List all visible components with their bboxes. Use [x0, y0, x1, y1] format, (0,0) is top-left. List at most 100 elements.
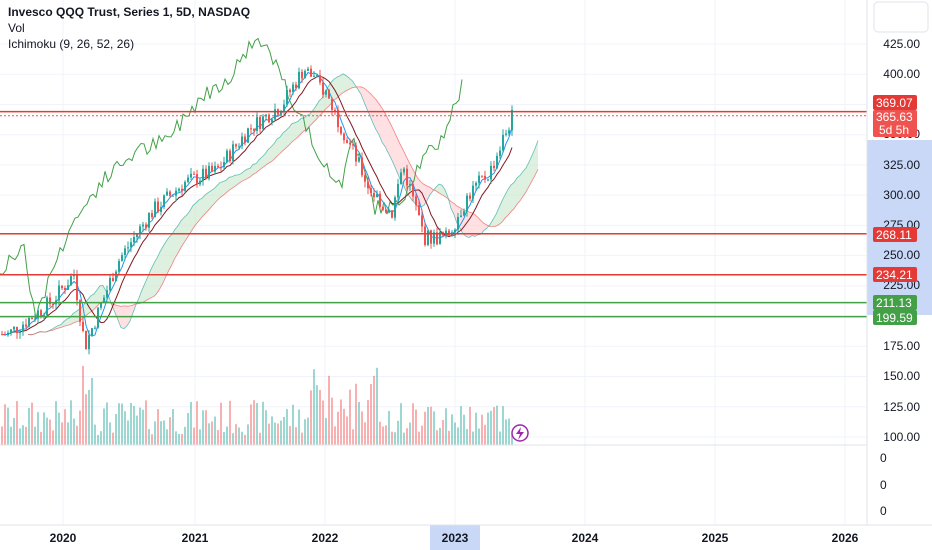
volume-bar — [331, 397, 333, 445]
candle-body — [85, 330, 87, 350]
volume-bar — [436, 430, 438, 445]
candle-body — [193, 173, 195, 175]
candle-body — [361, 157, 363, 176]
cloud-segment — [520, 171, 523, 201]
volume-bar — [70, 400, 72, 445]
volume-bar — [40, 431, 42, 445]
x-tick-label: 2025 — [702, 531, 729, 545]
cloud-segment — [244, 169, 247, 181]
cloud-segment — [382, 108, 385, 147]
candle-body — [424, 226, 426, 245]
candle-body — [304, 70, 306, 79]
candle-body — [76, 274, 78, 301]
volume-bar — [265, 410, 267, 445]
candle-body — [178, 188, 180, 191]
candle-body — [169, 191, 171, 196]
candle-body — [337, 109, 339, 128]
candle-body — [190, 173, 192, 178]
candle-body — [10, 329, 12, 333]
volume-bar — [43, 412, 45, 445]
cloud-segment — [184, 214, 187, 243]
cloud-segment — [505, 189, 508, 219]
candle-body — [148, 213, 150, 228]
candle-body — [427, 230, 429, 245]
candle-body — [64, 288, 66, 290]
cloud-segment — [373, 96, 376, 130]
cloud-segment — [265, 149, 268, 166]
volume-bar — [226, 426, 228, 445]
volume-bar — [307, 417, 309, 445]
volume-tick-label: 0 — [880, 504, 887, 518]
candle-body — [7, 332, 9, 336]
volume-bar — [298, 409, 300, 445]
cloud-segment — [202, 195, 205, 218]
candle-body — [34, 318, 36, 320]
candle-body — [262, 116, 264, 129]
cloud-segment — [115, 304, 118, 321]
cloud-segment — [532, 148, 535, 181]
cloud-segment — [187, 210, 190, 239]
cloud-segment — [349, 77, 352, 90]
cloud-segment — [451, 201, 454, 215]
volume-bar — [202, 410, 204, 445]
cloud-segment — [67, 317, 70, 326]
candle-body — [409, 184, 411, 186]
volume-bar — [58, 412, 60, 445]
volume-bar — [145, 400, 147, 445]
cloud-segment — [529, 155, 532, 187]
cloud-segment — [511, 182, 514, 212]
candle-body — [334, 109, 336, 111]
cloud-segment — [346, 75, 349, 91]
candle-body — [493, 165, 495, 169]
candle-body — [415, 196, 417, 206]
volume-bar — [370, 384, 372, 445]
volume-bar — [505, 419, 507, 445]
volume-bar — [76, 425, 78, 445]
candle-body — [151, 213, 153, 218]
volume-bar — [64, 409, 66, 445]
cloud-segment — [268, 146, 271, 164]
volume-bar — [343, 408, 345, 445]
level-badges: 369.07 365.63 5d 5h 268.11 234.21 211.13… — [873, 95, 917, 325]
ichimoku-indicator-label[interactable]: Ichimoku (9, 26, 52, 26) — [8, 37, 135, 51]
volume-bar — [430, 406, 432, 445]
volume-bar — [325, 418, 327, 445]
candle-body — [61, 285, 63, 289]
volume-bar — [115, 413, 117, 445]
candle-body — [247, 128, 249, 143]
symbol-title[interactable]: Invesco QQQ Trust, Series 1, 5D, NASDAQ — [8, 5, 251, 19]
volume-bar — [475, 412, 477, 445]
cloud-segment — [232, 175, 235, 189]
candle-body — [412, 184, 414, 197]
volume-bar — [418, 431, 420, 445]
candle-body — [385, 209, 387, 213]
candle-body — [220, 167, 222, 169]
flash-event-icon[interactable] — [511, 424, 529, 442]
candle-body — [103, 297, 105, 303]
volume-bar — [301, 432, 303, 445]
candle-body — [13, 326, 15, 330]
volume-bar — [451, 414, 453, 445]
grid — [0, 0, 867, 525]
y-tick-label: 150.00 — [883, 369, 920, 383]
volume-indicator-label[interactable]: Vol — [8, 21, 25, 35]
cloud-segment — [514, 177, 517, 209]
candle-body — [187, 177, 189, 182]
cloud-segment — [193, 202, 196, 229]
cloud-segment — [262, 153, 265, 168]
candle-body — [352, 144, 354, 146]
candle-body — [376, 193, 378, 198]
settings-button[interactable] — [873, 1, 929, 33]
cloud-segment — [208, 190, 211, 211]
volume-bar — [103, 408, 105, 445]
candle-body — [253, 128, 255, 131]
candle-body — [136, 234, 138, 238]
candle-body — [316, 75, 318, 77]
candle-body — [322, 82, 324, 95]
volume-bar — [412, 403, 414, 445]
volume-bar — [247, 424, 249, 445]
cloud-segment — [274, 138, 277, 160]
candle-body — [124, 248, 126, 255]
candle-body — [265, 114, 267, 117]
